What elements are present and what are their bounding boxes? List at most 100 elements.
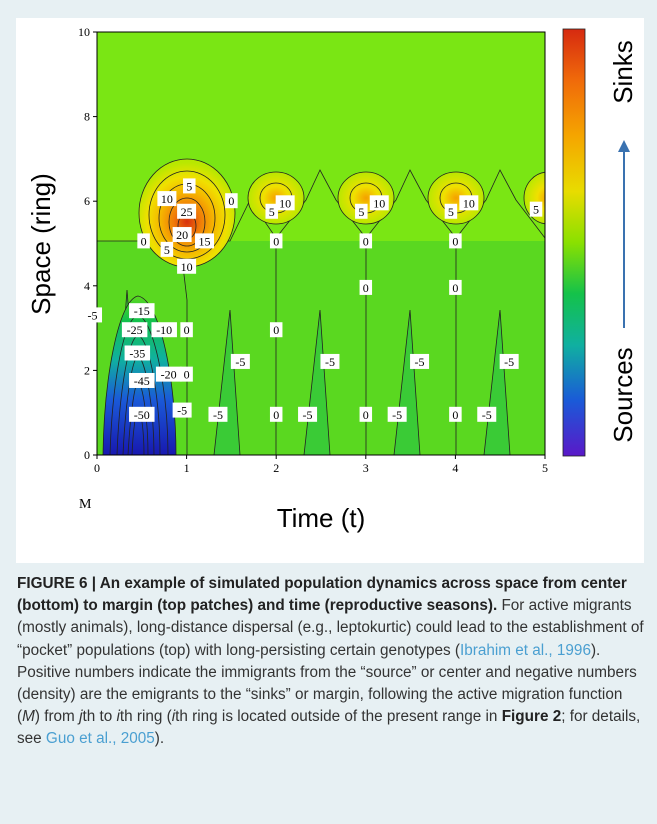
contour-label-box — [180, 322, 193, 338]
contour-label-text: 0 — [452, 408, 458, 422]
contour-label-text: 0 — [363, 234, 369, 248]
contour-label: -20 — [155, 366, 182, 382]
contour-label-box — [137, 233, 150, 249]
caption-italic: M — [22, 708, 35, 726]
contour-label-text: 10 — [279, 196, 291, 210]
contour-label-text: -5 — [177, 404, 187, 418]
caption-text: ) from — [34, 708, 80, 726]
caption-reference-link[interactable]: Guo et al., 2005 — [45, 730, 155, 748]
caption-figure-reference[interactable]: Figure 2 — [501, 708, 562, 726]
contour-label: 5 — [183, 178, 196, 194]
contour-label: 0 — [359, 406, 373, 422]
contour-label: -5 — [83, 307, 103, 323]
contour-label-box — [269, 406, 283, 422]
caption-italic: i — [171, 708, 176, 726]
contour-label-text: 0 — [273, 323, 279, 337]
contour-label-box — [410, 353, 430, 369]
y-axis-ticks: 0 2 4 6 8 10 — [78, 25, 97, 462]
contour-label: -5 — [320, 353, 340, 369]
contour-label: 0 — [269, 233, 283, 249]
small-hot-spot — [337, 171, 395, 225]
contour-label-box — [369, 195, 389, 211]
contour-label-box — [124, 345, 151, 361]
contour-label-text: 5 — [533, 203, 539, 217]
contour-label-box — [155, 366, 182, 382]
contour-label-box — [157, 191, 177, 207]
contour-label: 15 — [195, 233, 215, 249]
contour-label-text: -5 — [303, 408, 313, 422]
contour-label-box — [208, 406, 228, 422]
contour-label-text: 10 — [161, 192, 173, 206]
contour-label-text: 0 — [184, 368, 190, 382]
contour-label: -15 — [129, 303, 155, 319]
caption-text: th ring ( — [119, 708, 172, 726]
contour-label: 0 — [180, 366, 193, 382]
contour-label-text: 25 — [181, 205, 193, 219]
x-tick-label: 4 — [452, 461, 458, 475]
contour-label-box — [83, 307, 103, 323]
corner-label: M — [79, 497, 92, 512]
contour-label-text: 10 — [373, 196, 385, 210]
contour-label-box — [180, 366, 193, 382]
caption-reference-link[interactable]: Ibrahim et al., 1996 — [460, 641, 591, 659]
contour-label-text: 0 — [452, 234, 458, 248]
contour-label-text: -50 — [134, 408, 150, 422]
contour-label-text: 5 — [448, 205, 454, 219]
colorbar-top-label: Sinks — [608, 40, 638, 104]
caption-heading: FIGURE 6 | An example of simulated popul… — [17, 575, 627, 615]
x-axis-ticks: 0 1 2 3 4 5 — [94, 455, 548, 475]
contour-label-text: -5 — [415, 355, 425, 369]
contour-label: 10 — [275, 195, 295, 211]
contour-label-text: 0 — [273, 234, 279, 248]
contour-label: 0 — [449, 406, 462, 422]
contour-label: 0 — [225, 193, 238, 209]
y-tick-label: 10 — [78, 25, 90, 39]
contour-label-box — [477, 406, 497, 422]
caption-italic: j — [79, 708, 83, 726]
contour-label-text: 15 — [199, 234, 211, 248]
contour-label-box — [320, 353, 340, 369]
contour-label-text: 0 — [452, 281, 458, 295]
contour-label: 5 — [444, 203, 458, 219]
contour-label-box — [129, 406, 155, 422]
contour-label-box — [121, 322, 148, 338]
contour-label-box — [177, 258, 197, 274]
contour-label-box — [183, 178, 196, 194]
contour-label: 5 — [355, 203, 368, 219]
contour-label-text: -20 — [161, 368, 177, 382]
contour-label-text: 10 — [181, 260, 193, 274]
contour-label-text: -10 — [156, 323, 172, 337]
contour-label-box — [449, 233, 462, 249]
contour-label: -35 — [124, 345, 151, 361]
contour-label-text: -5 — [392, 408, 402, 422]
contour-label: 0 — [269, 322, 283, 338]
contour-label-box — [172, 402, 192, 418]
contour-label-box — [275, 195, 295, 211]
colorbar-arrow-head — [618, 140, 630, 152]
contour-label-box — [172, 227, 192, 243]
contour-label: -50 — [129, 406, 155, 422]
x-tick-label: 2 — [273, 461, 279, 475]
contour-label-box — [499, 353, 519, 369]
contour-label: 25 — [177, 203, 197, 219]
x-tick-label: 5 — [542, 461, 548, 475]
contour-label-box — [449, 279, 462, 295]
contour-label-box — [177, 203, 197, 219]
y-tick-label: 4 — [84, 279, 90, 293]
contour-label: 10 — [157, 191, 177, 207]
contour-label: -5 — [477, 406, 497, 422]
contour-label: 5 — [265, 203, 278, 219]
contour-label: 10 — [459, 195, 479, 211]
caption-text: th to — [82, 708, 117, 726]
contour-label-text: 5 — [269, 205, 275, 219]
contour-label-box — [359, 406, 373, 422]
y-tick-label: 6 — [84, 194, 90, 208]
contour-label-box — [269, 322, 283, 338]
contour-label: 0 — [269, 406, 283, 422]
contour-label-text: -35 — [129, 346, 145, 360]
colorbar-bottom-label: Sources — [608, 347, 638, 442]
contour-label: 10 — [177, 258, 197, 274]
contour-label: 0 — [137, 233, 150, 249]
